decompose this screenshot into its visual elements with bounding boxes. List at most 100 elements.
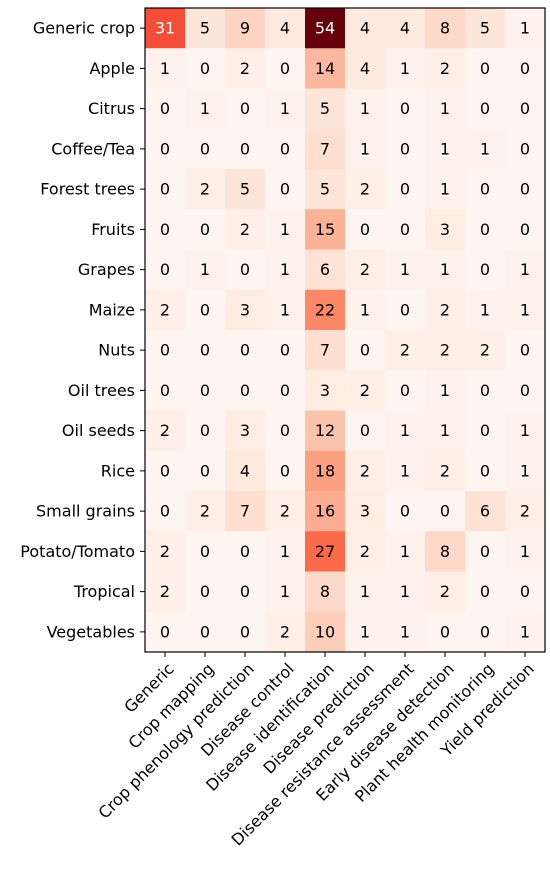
cell-value-label: 8: [320, 582, 330, 601]
cell-value-label: 0: [200, 139, 210, 158]
heatmap-cell-citrus-early-disease-detection: [425, 88, 466, 130]
heatmap-cell-vegetables-disease-resistance-assessment: [385, 611, 426, 653]
heatmap-cell-generic-crop-disease-control: [265, 8, 306, 49]
cell-value-label: 1: [440, 260, 450, 279]
cell-value-label: 3: [440, 220, 450, 239]
heatmap-cell-fruits-disease-resistance-assessment: [385, 209, 426, 250]
y-tick-label-generic-crop: Generic crop: [33, 19, 135, 38]
y-tick-label-citrus: Citrus: [88, 99, 135, 118]
cell-value-label: 0: [520, 341, 530, 360]
heatmap-cell-maize-plant-health-monitoring: [465, 289, 506, 331]
cell-value-label: 6: [480, 502, 490, 521]
cell-value-label: 0: [480, 260, 490, 279]
heatmap-cell-small-grains-crop-mapping: [185, 491, 226, 532]
cell-value-label: 31: [155, 19, 175, 38]
y-tick-label-small-grains: Small grains: [36, 502, 135, 521]
heatmap-cell-forest-trees-plant-health-monitoring: [465, 169, 506, 210]
heatmap-cell-small-grains-crop-phenology-prediction: [225, 491, 266, 532]
cell-value-label: 4: [360, 59, 370, 78]
y-tick-label-forest-trees: Forest trees: [40, 180, 135, 199]
cell-value-label: 0: [280, 180, 290, 199]
cell-value-label: 1: [440, 421, 450, 440]
heatmap-cell-nuts-yield-prediction: [505, 330, 546, 371]
heatmap-cell-maize-disease-prediction: [345, 289, 386, 331]
heatmap-cell-citrus-crop-mapping: [185, 88, 226, 130]
cell-value-label: 2: [360, 542, 370, 561]
heatmap-cell-fruits-early-disease-detection: [425, 209, 466, 250]
cell-value-label: 3: [240, 421, 250, 440]
cell-value-label: 1: [280, 300, 290, 319]
cell-value-label: 0: [160, 220, 170, 239]
cell-value-label: 0: [200, 300, 210, 319]
cell-value-label: 5: [320, 180, 330, 199]
heatmap-cell-oil-trees-disease-identification: [305, 370, 346, 411]
cell-value-label: 1: [480, 139, 490, 158]
heatmap-cell-citrus-disease-identification: [305, 88, 346, 130]
heatmap-cell-coffee-tea-crop-phenology-prediction: [225, 128, 266, 170]
heatmap-cell-coffee-tea-disease-resistance-assessment: [385, 128, 426, 170]
cell-value-label: 2: [440, 582, 450, 601]
cell-value-label: 0: [240, 341, 250, 360]
cell-value-label: 10: [315, 622, 335, 641]
cell-value-label: 0: [480, 582, 490, 601]
heatmap-cell-potato-tomato-early-disease-detection: [425, 531, 466, 572]
heatmap-cell-apple-crop-mapping: [185, 48, 226, 89]
heatmap-cell-coffee-tea-yield-prediction: [505, 128, 546, 170]
heatmap-cell-rice-disease-resistance-assessment: [385, 450, 426, 492]
heatmap-cell-rice-early-disease-detection: [425, 450, 466, 492]
heatmap-cell-nuts-disease-identification: [305, 330, 346, 371]
heatmap-cell-forest-trees-crop-mapping: [185, 169, 226, 210]
heatmap-cell-oil-trees-crop-mapping: [185, 370, 226, 411]
heatmap-cell-grapes-crop-mapping: [185, 249, 226, 291]
cell-value-label: 0: [480, 542, 490, 561]
heatmap-cell-tropical-early-disease-detection: [425, 571, 466, 613]
heatmap-cell-oil-seeds-disease-resistance-assessment: [385, 410, 426, 452]
heatmap-cell-potato-tomato-yield-prediction: [505, 531, 546, 572]
heatmap-cell-grapes-plant-health-monitoring: [465, 249, 506, 291]
heatmap-cell-vegetables-disease-identification: [305, 611, 346, 653]
heatmap-cell-apple-early-disease-detection: [425, 48, 466, 89]
cell-value-label: 0: [240, 542, 250, 561]
cell-value-label: 2: [440, 300, 450, 319]
heatmap-cell-vegetables-plant-health-monitoring: [465, 611, 506, 653]
heatmap-cell-vegetables-yield-prediction: [505, 611, 546, 653]
heatmap-cell-forest-trees-disease-control: [265, 169, 306, 210]
y-tick-label-vegetables: Vegetables: [47, 622, 135, 641]
cell-value-label: 8: [440, 542, 450, 561]
cell-value-label: 4: [400, 19, 410, 38]
heatmap-cell-vegetables-crop-phenology-prediction: [225, 611, 266, 653]
heatmap-cell-forest-trees-crop-phenology-prediction: [225, 169, 266, 210]
heatmap-cell-oil-trees-plant-health-monitoring: [465, 370, 506, 411]
heatmap-cell-generic-crop-crop-mapping: [185, 8, 226, 49]
heatmap-cell-small-grains-yield-prediction: [505, 491, 546, 532]
cell-value-label: 0: [520, 180, 530, 199]
heatmap-cell-oil-seeds-disease-identification: [305, 410, 346, 452]
cell-value-label: 0: [240, 99, 250, 118]
cell-value-label: 0: [160, 341, 170, 360]
heatmap-cell-fruits-disease-identification: [305, 209, 346, 250]
heatmap-cell-nuts-generic: [145, 330, 186, 371]
heatmap-cell-oil-trees-crop-phenology-prediction: [225, 370, 266, 411]
cell-value-label: 27: [315, 542, 335, 561]
cell-value-label: 0: [240, 381, 250, 400]
heatmap-cell-grapes-yield-prediction: [505, 249, 546, 291]
cell-value-label: 0: [480, 381, 490, 400]
heatmap-cell-citrus-generic: [145, 88, 186, 130]
heatmap-cell-citrus-disease-resistance-assessment: [385, 88, 426, 130]
heatmap-cell-coffee-tea-disease-prediction: [345, 128, 386, 170]
cell-value-label: 0: [520, 381, 530, 400]
heatmap-cell-forest-trees-generic: [145, 169, 186, 210]
cell-value-label: 0: [200, 59, 210, 78]
cell-value-label: 0: [200, 461, 210, 480]
heatmap-cell-oil-seeds-crop-mapping: [185, 410, 226, 452]
heatmap-cell-fruits-crop-mapping: [185, 209, 226, 250]
heatmap-cell-oil-trees-generic: [145, 370, 186, 411]
heatmap-cell-potato-tomato-generic: [145, 531, 186, 572]
cell-value-label: 1: [400, 542, 410, 561]
cell-value-label: 22: [315, 300, 335, 319]
heatmap-cell-grapes-generic: [145, 249, 186, 291]
cell-value-label: 0: [400, 99, 410, 118]
cell-value-label: 1: [520, 622, 530, 641]
cell-value-label: 0: [480, 180, 490, 199]
